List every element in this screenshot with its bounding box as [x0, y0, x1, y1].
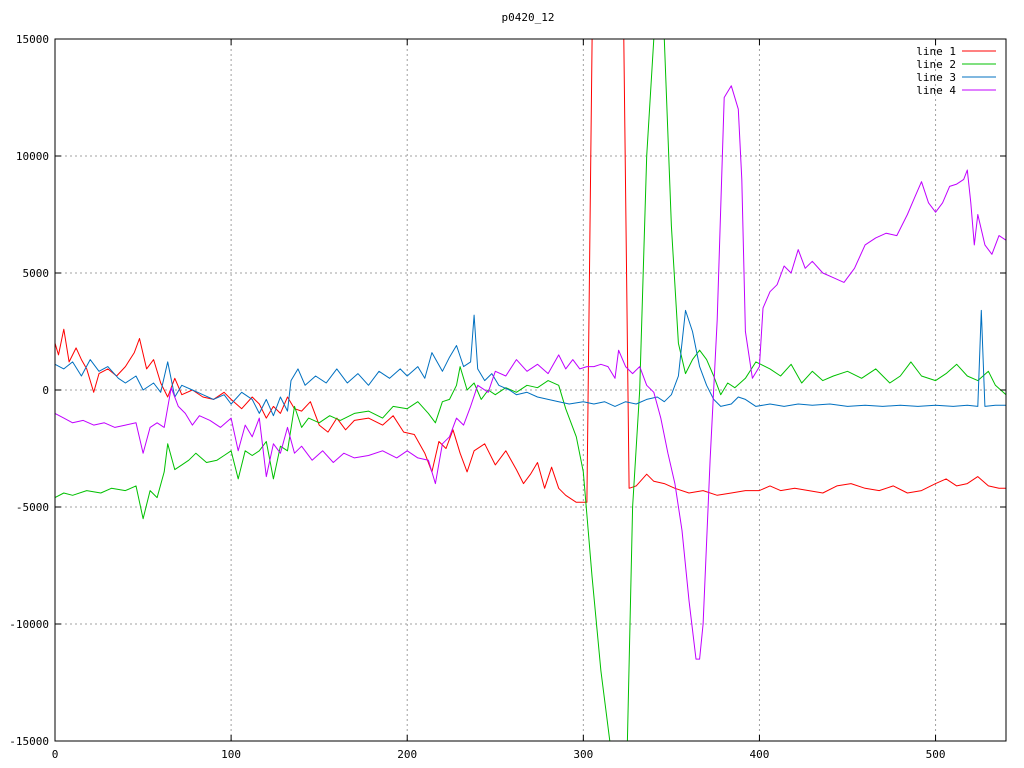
legend-label-1: line 1: [916, 45, 956, 58]
y-tick-label: -15000: [9, 735, 49, 748]
series-line-3: [55, 309, 1006, 417]
legend-label-4: line 4: [916, 84, 956, 97]
x-tick-label: 500: [926, 748, 946, 761]
y-tick-label: 0: [42, 384, 49, 397]
legend-label-3: line 3: [916, 71, 956, 84]
grid-layer: [55, 39, 1006, 741]
series-line-4: [55, 85, 1006, 660]
y-tick-label: 15000: [16, 33, 49, 46]
chart-title: p0420_12: [502, 11, 555, 24]
legend-label-2: line 2: [916, 58, 956, 71]
x-tick-label: 300: [573, 748, 593, 761]
series-line-2: [55, 39, 1006, 741]
y-tick-label: 5000: [23, 267, 50, 280]
series-layer: [55, 39, 1006, 741]
x-tick-label: 100: [221, 748, 241, 761]
x-tick-label: 200: [397, 748, 417, 761]
series-line-1: [55, 39, 1006, 503]
y-tick-label: -10000: [9, 618, 49, 631]
tick-layer: 0 100 200 300 400 500 -15000 -10000 -5000 0 5000 10…: [9, 33, 1006, 761]
y-tick-label: 10000: [16, 150, 49, 163]
x-tick-label: 0: [52, 748, 59, 761]
y-tick-label: -5000: [16, 501, 49, 514]
x-tick-label: 400: [750, 748, 770, 761]
